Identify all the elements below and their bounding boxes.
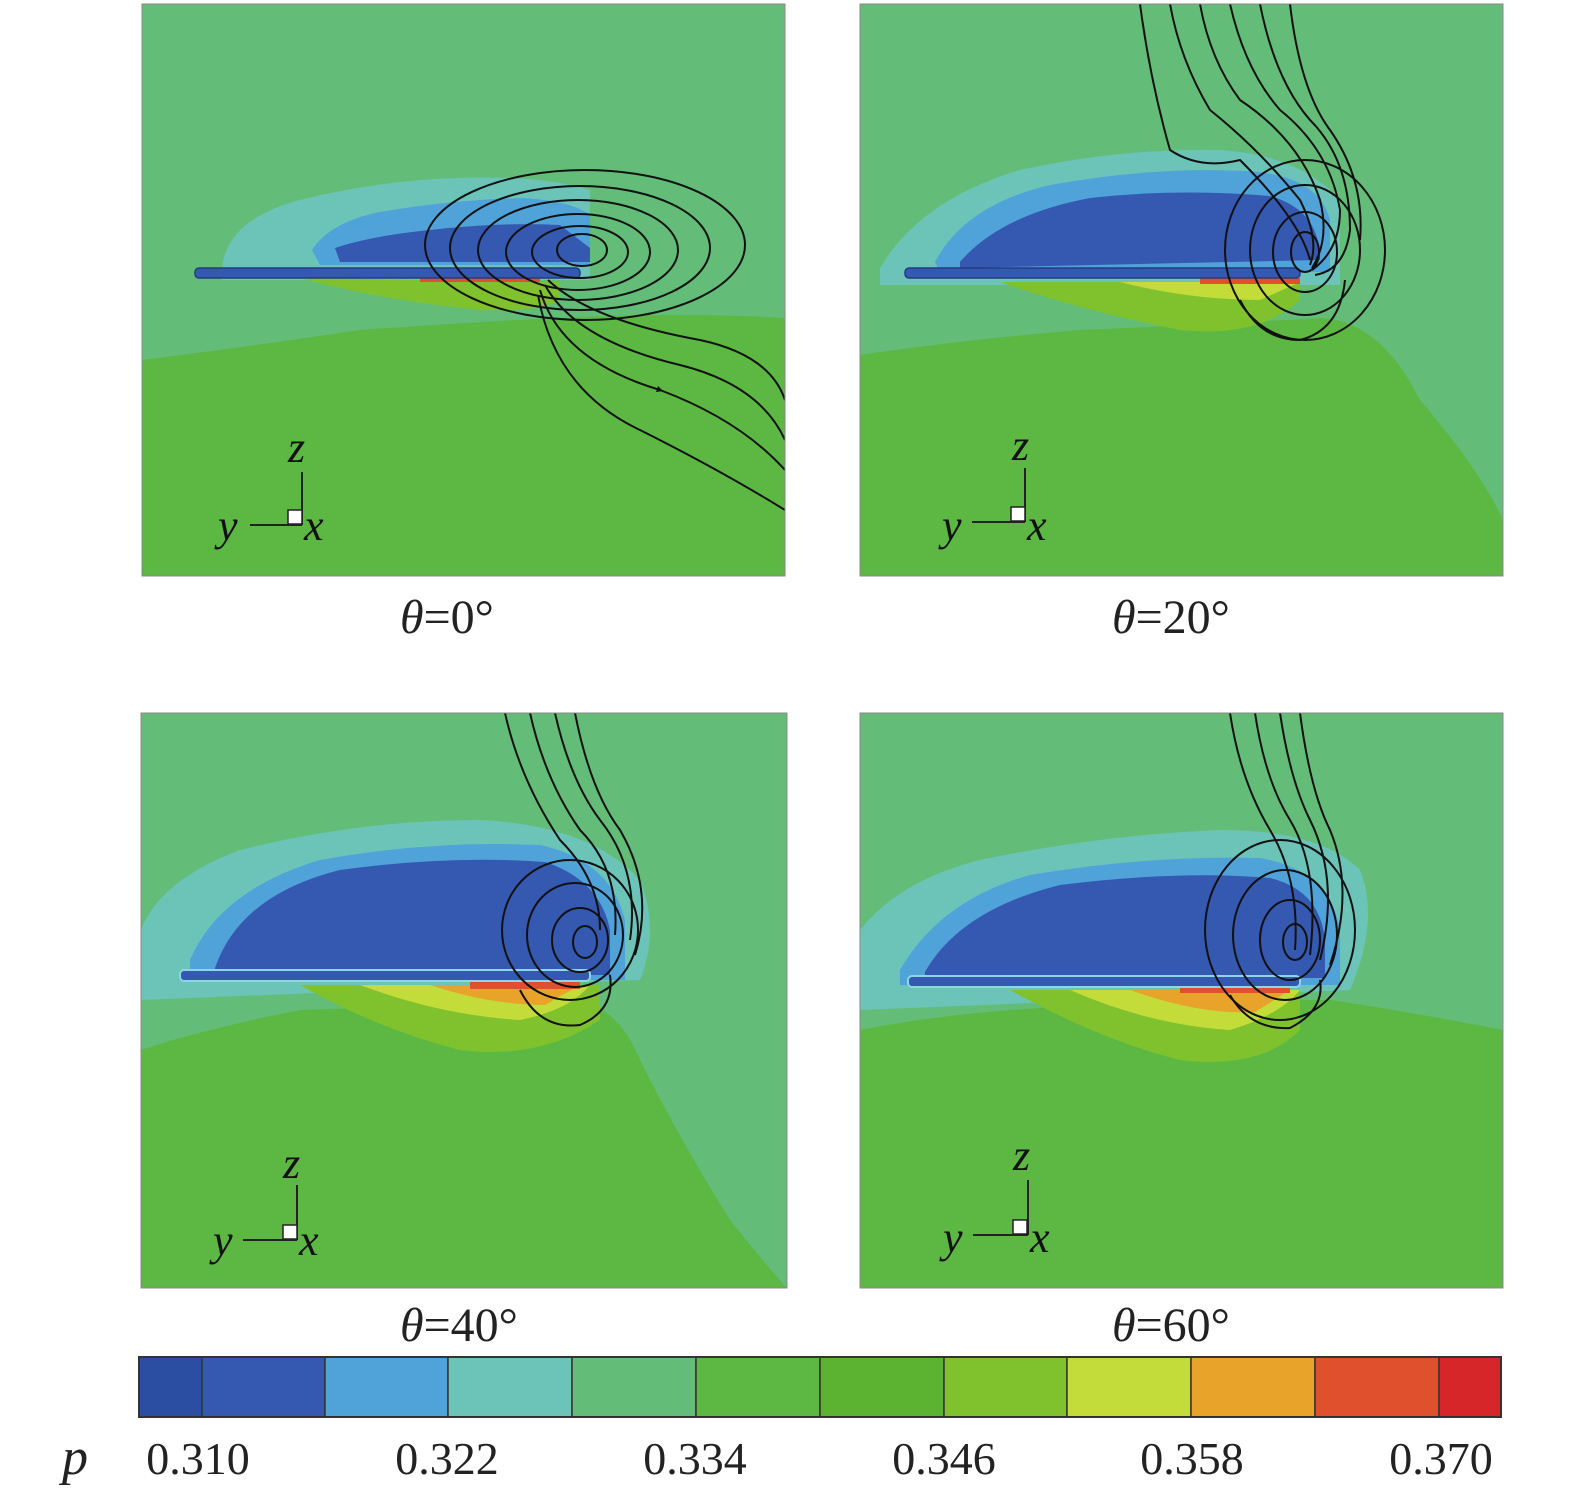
colorbar-tick-label: 0.322	[395, 1433, 499, 1484]
caption-theta-40: θ=40°	[400, 1299, 518, 1352]
upper-green-cap	[300, 278, 560, 311]
axis-z-label: z	[1011, 421, 1029, 470]
colorbar-segment	[447, 1356, 573, 1418]
axis-y-label: y	[939, 1213, 963, 1262]
dark-blue-lobe	[925, 875, 1325, 978]
yellow-cap	[1120, 282, 1300, 300]
streamlines	[1204, 713, 1356, 1030]
red-band	[1200, 278, 1300, 284]
lower-pressure-region	[141, 1000, 787, 1288]
axes-triad: z y x	[209, 1139, 319, 1265]
colorbar-tick-label: 0.334	[643, 1433, 747, 1484]
axes-triad: z y x	[939, 1131, 1050, 1262]
colorbar-border	[138, 1356, 1502, 1418]
dark-blue-lobe	[960, 192, 1320, 268]
colorbar-segment	[1066, 1356, 1192, 1418]
red-band	[470, 982, 580, 989]
panel-theta-60: z y x	[859, 712, 1504, 1289]
streamlines	[424, 169, 785, 511]
axis-x-label: x	[1026, 501, 1047, 550]
caption-theta-20: θ=20°	[1112, 591, 1230, 644]
orange-cap	[1130, 990, 1290, 1013]
colorbar-segment	[1314, 1356, 1440, 1418]
colorbar-segment	[695, 1356, 821, 1418]
axis-z-label: z	[1012, 1131, 1030, 1180]
plate	[179, 969, 591, 982]
colorbar-tick-label: 0.310	[146, 1433, 250, 1484]
colorbar-segment	[138, 1356, 203, 1418]
lower-pressure-region	[142, 315, 785, 576]
red-band	[1180, 986, 1290, 993]
colorbar-segment	[1190, 1356, 1316, 1418]
axis-x-label: x	[298, 1216, 319, 1265]
colorbar-segment	[201, 1356, 326, 1418]
axes-triad: z y x	[938, 421, 1047, 550]
orange-cap	[430, 985, 580, 1005]
panel-theta-20: z y x	[859, 3, 1504, 577]
dark-blue-lobe	[335, 224, 590, 262]
colorbar-segment	[571, 1356, 697, 1418]
plate	[904, 267, 1301, 279]
axis-y-label: y	[209, 1216, 233, 1265]
red-band	[420, 276, 540, 282]
colorbar-tick-label: 0.358	[1140, 1433, 1244, 1484]
colorbar-segment	[324, 1356, 449, 1418]
dark-blue-lobe	[215, 859, 610, 975]
lower-pressure-region	[860, 1000, 1503, 1288]
caption-theta-0: θ=0°	[400, 591, 494, 644]
colorbar-tick-label: 0.370	[1389, 1433, 1493, 1484]
colorbar-segment	[943, 1356, 1068, 1418]
axes-triad: z y x	[214, 423, 324, 550]
streamlines	[501, 713, 644, 1027]
colorbar-segment	[819, 1356, 945, 1418]
plate	[194, 267, 581, 279]
caption-theta-60: θ=60°	[1112, 1299, 1230, 1352]
plate	[907, 975, 1301, 988]
colorbar-variable-label: p	[62, 1429, 88, 1486]
axis-x-label: x	[1029, 1213, 1050, 1262]
axis-x-label: x	[303, 501, 324, 550]
colorbar-tick-label: 0.346	[892, 1433, 996, 1484]
panel-theta-0: z y x	[141, 3, 786, 577]
axis-y-label: y	[938, 501, 962, 550]
streamlines	[1139, 4, 1386, 342]
axis-z-label: z	[287, 423, 305, 472]
axis-z-label: z	[282, 1139, 300, 1188]
axis-y-label: y	[214, 501, 238, 550]
panel-theta-40: z y x	[140, 712, 788, 1289]
colorbar-segment	[1438, 1356, 1502, 1418]
colorbar	[138, 1356, 1502, 1418]
